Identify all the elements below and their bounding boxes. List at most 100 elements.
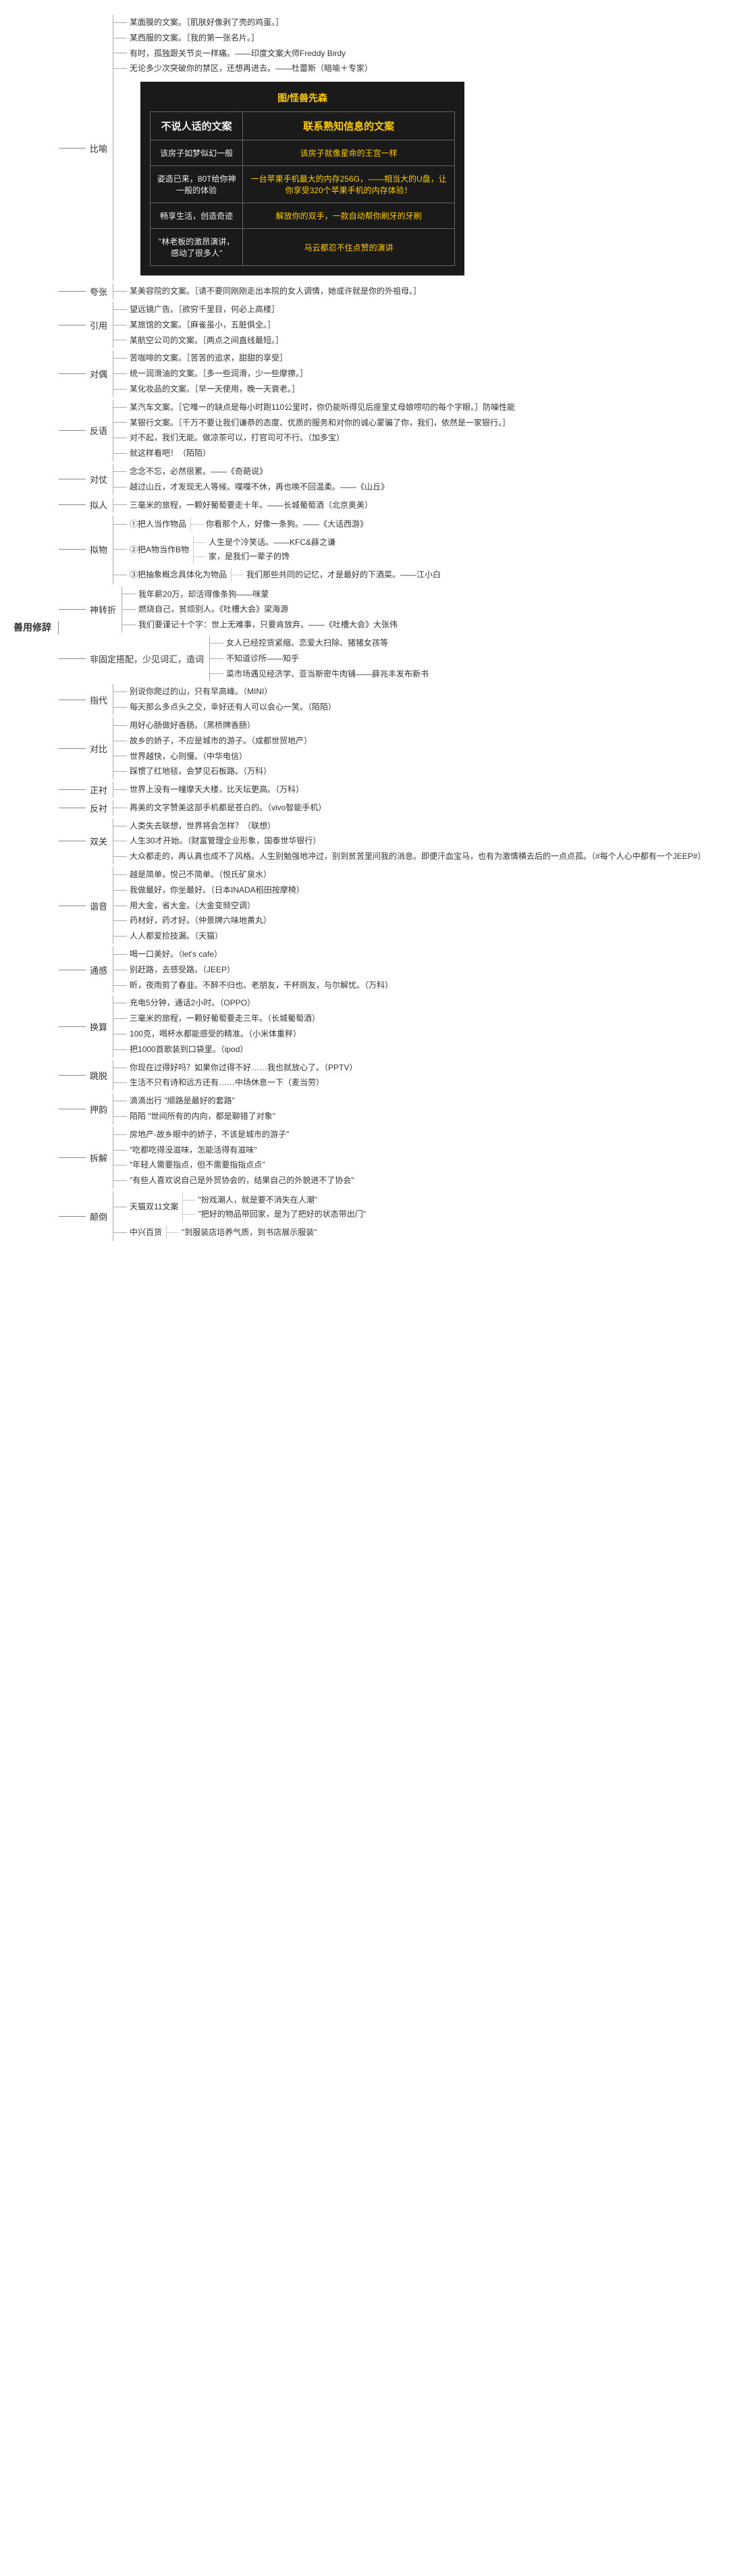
branch-children: 再美的文字赞美这部手机都是苍白的。（vivo智能手机） <box>113 800 722 816</box>
leaf-text: 世界越快，心则慢。（中华电信） <box>127 751 247 762</box>
branch-label: 对仗 <box>86 473 111 485</box>
sub-leaf-connector <box>167 1232 179 1233</box>
leaf-connector <box>113 985 127 986</box>
leaf-text: 人人都爱捡技漏。（天猫） <box>127 930 223 942</box>
leaf-node: 菜市场遇见经济学、亚当斯密牛肉铺——薛兆丰发布新书 <box>210 666 722 682</box>
leaf-text: 燃烧自己，贫烦别人。《吐槽大会》梁海源 <box>136 604 288 615</box>
leaf-text: 苦咖啡的文案。［苦苦的追求，甜甜的享受］ <box>127 352 288 364</box>
compare-cell: 马云都忍不住点赞的演讲 <box>243 229 455 266</box>
leaf-text: 用大金，省大金。（大金变频空调） <box>127 900 255 912</box>
branch-children: 某汽车文案。［它唯一的缺点是每小时跑110公里时，你仍能听得见后座里丈母娘唠叨的… <box>113 400 722 461</box>
branch: 夸张某美容院的文案。［请不要同刚刚走出本院的女人调情，她或许就是你的外祖母。］ <box>59 284 722 299</box>
leaf-node: 望远镜广告。［欲穷千里目，何必上高楼］ <box>113 302 722 317</box>
sub-leaf: 你看那个人，好像一条狗。——《大话西游》 <box>191 517 368 531</box>
branch: 对仗念念不忘，必然很累。——《奇葩说》越过山丘，才发现无人等候。喋喋不休，再也唤… <box>59 464 722 495</box>
leaf-connector <box>113 373 127 374</box>
compare-cell: 解放你的双手，一款自动帮你刷牙的牙刷 <box>243 203 455 229</box>
leaf-node: 把1000首歌装到口袋里。（ipod） <box>113 1042 722 1057</box>
leaf-connector <box>122 609 136 610</box>
leaf-node: 别赶路，去感受路。（JEEP） <box>113 962 722 978</box>
leaf-connector <box>113 68 127 69</box>
branch: 正衬世界上没有一幢摩天大楼，比天坛更高。（万科） <box>59 782 722 797</box>
leaf-node: 我们要谨记十个字：世上无难事，只要肯放弃。——《吐槽大会》大张伟 <box>122 617 722 633</box>
branch-children: 越是简单，悦己不简单。（悦氏矿泉水）我做最好，你坐最好。（日本INADA稻田按摩… <box>113 867 722 944</box>
compare-cell: 畅享生活，创造奇迹 <box>151 203 243 229</box>
branch-connector <box>59 789 86 790</box>
leaf-connector <box>113 549 127 550</box>
branch-children: 苦咖啡的文案。［苦苦的追求，甜甜的享受］ 统一润滑油的文案。［多一些润滑，少一些摩… <box>113 350 722 396</box>
branch-children: 三毫米的旅程，一颗好葡萄要走十年。——长城葡萄酒（北京奥美） <box>113 498 722 513</box>
branch-connector <box>59 658 86 659</box>
branch-connector <box>59 609 86 610</box>
leaf-connector <box>113 789 127 790</box>
branch-children: 滴滴出行 "顺路是最好的套路"陌陌 "世间所有的内向，都是聊错了对象" <box>113 1093 722 1124</box>
leaf-text: 越是简单，悦己不简单。（悦氏矿泉水） <box>127 869 271 880</box>
leaf-connector <box>113 771 127 772</box>
branch-label: 拟物 <box>86 543 111 556</box>
leaf-text: 大众都走的，再认真也成不了风格。人生别勉强地冲过，别到贫苦里问我的消息。即便汗血… <box>127 851 705 862</box>
leaf-text: 某化妆品的文案。［早一天使用，晚一天衰老。］ <box>127 384 300 395</box>
sub-leaf-connector <box>183 1200 195 1201</box>
sublabel-num: 天猫双11文案 <box>130 1201 178 1213</box>
branch: 谐音越是简单，悦己不简单。（悦氏矿泉水）我做最好，你坐最好。（日本INADA稻田… <box>59 867 722 944</box>
leaf-node: 女人已经控货紧缩、恋爱大扫除、猪猪女孩等 <box>210 635 722 651</box>
leaf-text: 100克，喝杯水都能感受的精准。（小米体重秤） <box>127 1028 301 1040</box>
sub-leaf-text: "扮戏潮人，就是要不消失在人潮" <box>195 1194 317 1206</box>
sublabel-num: ③把抽象概念具体化为物品 <box>130 569 227 581</box>
leaf-text: 再美的文字赞美这部手机都是苍白的。（vivo智能手机） <box>127 802 326 814</box>
sub-leaf-text: "到服装店培养气质，到书店展示服装" <box>179 1227 317 1238</box>
leaf-node: 对不起，我们无能。做凉茶可以，打官司可不行。（加多宝） <box>113 430 722 446</box>
sub-children: 我们那些共同的记忆，才是最好的下酒菜。——江小白 <box>231 568 441 582</box>
leaf-node: 三毫米的旅程，一颗好葡萄要走三年。（长城葡萄酒） <box>113 1011 722 1026</box>
leaf-text: 三毫米的旅程，一颗好葡萄要走十年。——长城葡萄酒（北京奥美） <box>127 500 373 511</box>
leaf-node: 生活不只有诗和远方还有……中场休息一下（麦当劳） <box>113 1075 722 1090</box>
branch-label: 非固定搭配，少见词汇，造词 <box>86 652 208 665</box>
sub-children: 人生是个冷笑话。——KFC&薛之谦家，是我们一辈子的馋 <box>193 535 335 564</box>
leaf-connector <box>113 725 127 726</box>
sublabel-num: 中兴百货 <box>130 1227 162 1238</box>
leaf-node: 每天那么多点头之交，幸好还有人可以会心一笑。（陌陌） <box>113 700 722 715</box>
leaf-text: 药材好，药才好。（仲景牌六味地黄丸） <box>127 915 271 926</box>
leaf-text: 昕，夜雨剪了春韭。不醉不归也。老朋友，干杯厕友，与尔解忧。（万科） <box>127 980 393 991</box>
leaf-text: 对不起，我们无能。做凉茶可以，打官司可不行。（加多宝） <box>127 432 344 444</box>
branch: 反衬再美的文字赞美这部手机都是苍白的。（vivo智能手机） <box>59 800 722 816</box>
sub-leaf-connector <box>194 542 206 543</box>
leaf-text: 某汽车文案。［它唯一的缺点是每小时跑110公里时，你仍能听得见后座里丈母娘唠叨的… <box>127 402 515 413</box>
leaf-text: 喝一口美好。（let's cafe） <box>127 949 222 960</box>
sub-leaf: "扮戏潮人，就是要不消失在人潮" <box>183 1193 366 1207</box>
branch-label: 对偶 <box>86 367 111 380</box>
leaf-node: 苦咖啡的文案。［苦苦的追求，甜甜的享受］ <box>113 350 722 366</box>
leaf-text: 你现在过得好吗？如果你过得不好……我也就放心了。（PPTV） <box>127 1062 357 1074</box>
leaf-connector <box>113 1049 127 1050</box>
branch-label: 颠倒 <box>86 1210 111 1223</box>
branches-container: 比喻某面膜的文案。［肌肤好像剥了壳的鸡蛋。］某西服的文案。［我的第一张名片。］有… <box>59 14 722 1242</box>
sub-leaf: "把好的物品带回家，是为了把好的状态带出门" <box>183 1207 366 1221</box>
leaf-node: 用好心肠做好香肠。（黑桥牌香肠） <box>113 718 722 733</box>
leaf-node: 统一润滑油的文案。［多一些润滑，少一些摩擦。］ <box>113 366 722 382</box>
leaf-text: 望远镜广告。［欲穷千里目，何必上高楼］ <box>127 304 279 315</box>
branch-children: 我年薪20万，却活得像条狗——咪蒙燃烧自己，贫烦别人。《吐槽大会》梁海源我们要谨… <box>122 587 722 633</box>
leaf-text: 统一润滑油的文案。［多一些润滑，少一些摩擦。］ <box>127 368 308 379</box>
leaf-node: "年轻人需要指点，但不需要指指点点" <box>113 1157 722 1173</box>
branch: 比喻某面膜的文案。［肌肤好像剥了壳的鸡蛋。］某西服的文案。［我的第一张名片。］有… <box>59 15 722 281</box>
branch: 通感喝一口美好。（let's cafe）别赶路，去感受路。（JEEP）昕，夜雨剪… <box>59 947 722 993</box>
leaf-node: 你现在过得好吗？如果你过得不好……我也就放心了。（PPTV） <box>113 1060 722 1076</box>
leaf-text: "年轻人需要指点，但不需要指指点点" <box>127 1159 265 1171</box>
leaf-connector <box>113 954 127 955</box>
compare-cell: 姿造已来，80T给你神一般的体验 <box>151 166 243 203</box>
leaf-text: "有些人喜欢说自己是外贸协会的，结果自己的外貌进不了协会" <box>127 1175 354 1186</box>
leaf-text: 有时，孤独跟关节炎一样痛。——印度文案大师Freddy Birdy <box>127 48 346 59</box>
branch-label: 神转折 <box>86 603 120 616</box>
branch-connector <box>59 504 86 505</box>
branch: 对比用好心肠做好香肠。（黑桥牌香肠）故乡的娇子，不应是城市的游子。（成都世贸地产… <box>59 718 722 779</box>
leaf-text: 某美容院的文案。［请不要同刚刚走出本院的女人调情，她或许就是你的外祖母。］ <box>127 286 421 297</box>
leaf-text: 越过山丘，才发现无人等候。喋喋不休，再也唤不回温柔。——《山丘》 <box>127 481 389 493</box>
leaf-connector <box>210 658 223 659</box>
branch-label: 拆解 <box>86 1151 111 1164</box>
branch-children: 某面膜的文案。［肌肤好像剥了壳的鸡蛋。］某西服的文案。［我的第一张名片。］有时，… <box>113 15 722 281</box>
branch-children: 念念不忘，必然很累。——《奇葩说》越过山丘，才发现无人等候。喋喋不休，再也唤不回… <box>113 464 722 495</box>
compare-cell: 一台苹果手机最大的内存256G，——相当大的U盘，让你享受320个苹果手机的内存… <box>243 166 455 203</box>
sub-leaf-text: 家，是我们一辈子的馋 <box>206 551 290 562</box>
leaf-text: 陌陌 "世间所有的内向，都是聊错了对象" <box>127 1111 275 1122</box>
branch-label: 跳脱 <box>86 1069 111 1082</box>
